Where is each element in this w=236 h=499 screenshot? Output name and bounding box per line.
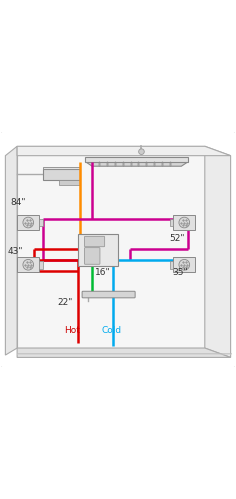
Text: Cold: Cold xyxy=(101,326,122,335)
FancyBboxPatch shape xyxy=(84,237,105,247)
Text: 35": 35" xyxy=(172,268,188,277)
Circle shape xyxy=(179,217,190,228)
Polygon shape xyxy=(43,167,80,169)
FancyBboxPatch shape xyxy=(84,248,100,264)
FancyBboxPatch shape xyxy=(173,257,195,272)
FancyBboxPatch shape xyxy=(17,257,39,272)
Polygon shape xyxy=(85,157,188,162)
FancyBboxPatch shape xyxy=(78,234,118,266)
Circle shape xyxy=(179,259,190,270)
Circle shape xyxy=(23,259,34,270)
Polygon shape xyxy=(59,180,80,185)
Circle shape xyxy=(23,217,34,228)
Polygon shape xyxy=(5,146,17,355)
Polygon shape xyxy=(43,169,80,180)
Text: 84": 84" xyxy=(10,198,25,207)
Circle shape xyxy=(139,149,144,155)
Polygon shape xyxy=(17,146,205,348)
Text: 16": 16" xyxy=(95,268,110,277)
FancyBboxPatch shape xyxy=(17,215,39,230)
FancyBboxPatch shape xyxy=(170,219,173,227)
Text: 43": 43" xyxy=(8,248,23,256)
Polygon shape xyxy=(17,146,231,156)
Polygon shape xyxy=(17,348,231,357)
Polygon shape xyxy=(205,146,231,357)
FancyBboxPatch shape xyxy=(173,215,195,230)
FancyBboxPatch shape xyxy=(39,261,43,268)
FancyBboxPatch shape xyxy=(82,291,135,298)
Text: Hot: Hot xyxy=(64,326,80,335)
Text: 22": 22" xyxy=(57,298,72,307)
FancyBboxPatch shape xyxy=(39,219,43,227)
FancyBboxPatch shape xyxy=(170,261,173,268)
Text: 52": 52" xyxy=(170,235,185,244)
Polygon shape xyxy=(85,162,188,166)
